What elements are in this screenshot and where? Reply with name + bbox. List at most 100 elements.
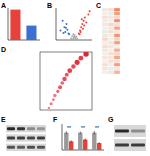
heat-cell (102, 12, 108, 16)
point (78, 33, 80, 35)
point (79, 33, 81, 35)
plot-area (10, 10, 36, 40)
heat-cell (108, 45, 114, 49)
point (62, 20, 64, 22)
x-axis (56, 40, 92, 41)
dot (53, 94, 57, 98)
blot-strip (6, 125, 46, 132)
heat-cell (114, 56, 120, 60)
band (115, 130, 129, 133)
point (60, 29, 62, 31)
point (82, 28, 84, 30)
heat-cell (102, 19, 108, 23)
y-axis (56, 8, 57, 40)
error-bar (85, 138, 86, 140)
band (17, 146, 25, 149)
heat-cell (114, 12, 120, 16)
point (66, 29, 68, 31)
heat-cell (108, 41, 114, 45)
heat-cell (114, 67, 120, 71)
y-axis (62, 124, 63, 150)
panel-label: A (1, 2, 6, 9)
bar (69, 141, 73, 150)
dot (67, 68, 72, 73)
point (83, 20, 85, 22)
point (87, 13, 89, 15)
bar (97, 143, 101, 150)
blot-strip (6, 134, 46, 141)
heat-cell (102, 56, 108, 60)
point (72, 33, 74, 35)
annotation: ** (67, 125, 71, 131)
heat-cell (108, 34, 114, 38)
dot (56, 90, 59, 93)
annotation: ** (95, 125, 99, 131)
point (71, 35, 73, 37)
heat-cell (108, 63, 114, 67)
heat-cell (114, 15, 120, 19)
panel-label: C (96, 2, 101, 9)
point (64, 31, 66, 33)
band (27, 146, 35, 149)
heat-cell (108, 59, 114, 63)
heat-cell (108, 19, 114, 23)
bar (92, 133, 96, 150)
heat-cell (114, 59, 120, 63)
point (84, 17, 86, 19)
panel-label: D (1, 46, 6, 53)
bar (78, 133, 82, 150)
heat-cell (114, 48, 120, 52)
band (27, 137, 35, 140)
dot (83, 52, 88, 57)
heat-cell (108, 30, 114, 34)
error-bar (99, 142, 100, 144)
heat-cell (114, 34, 120, 38)
blot-strip (114, 125, 146, 137)
plot-area (60, 10, 91, 40)
plot-area (48, 52, 89, 109)
point (80, 26, 82, 28)
y-axis (8, 8, 9, 40)
point (81, 18, 83, 20)
heat-cell (108, 70, 114, 74)
band (131, 144, 145, 147)
point (81, 23, 83, 25)
heat-cell (114, 45, 120, 49)
bar (64, 133, 68, 150)
heat-cell (114, 19, 120, 23)
band (17, 127, 25, 130)
dot (71, 64, 75, 68)
heat-cell (102, 41, 108, 45)
heat-cell (108, 8, 114, 12)
dot (62, 77, 66, 81)
band (131, 130, 145, 133)
heat-cell (102, 63, 108, 67)
band (27, 127, 35, 130)
heat-cell (108, 12, 114, 16)
heat-cell (108, 26, 114, 30)
dot (52, 98, 55, 101)
band (115, 144, 129, 147)
heat-cell (102, 52, 108, 56)
band (7, 127, 15, 130)
heat-cell (102, 45, 108, 49)
figure: ABCDEF******G (0, 0, 150, 156)
point (68, 33, 70, 35)
heat-cell (108, 52, 114, 56)
point (80, 31, 82, 33)
bar (10, 10, 20, 40)
heat-cell (114, 8, 120, 12)
band (17, 137, 25, 140)
point (75, 36, 77, 38)
error-bar (66, 131, 67, 134)
heat-cell (114, 26, 120, 30)
dot (65, 73, 69, 77)
heat-cell (102, 48, 108, 52)
heat-cell (102, 67, 108, 71)
heat-cell (102, 23, 108, 27)
heat-cell (108, 23, 114, 27)
heat-cell (102, 26, 108, 30)
point (76, 38, 78, 40)
bar (83, 140, 87, 150)
point (65, 27, 67, 29)
